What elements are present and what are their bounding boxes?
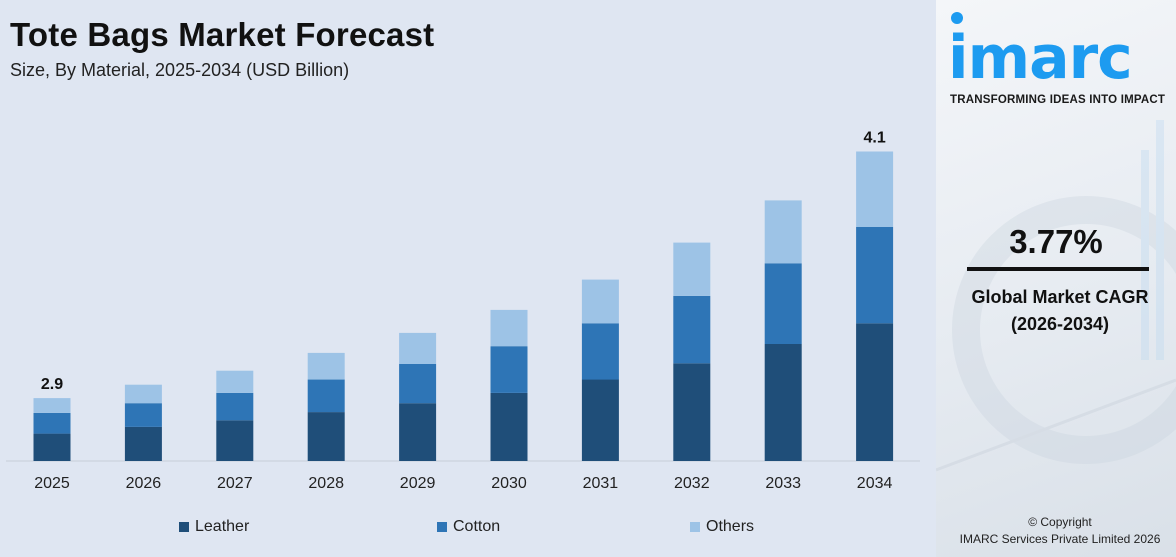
logo-wordmark: imarc: [948, 23, 1133, 93]
bar-segment-cotton-2026: [124, 403, 162, 427]
bar-segment-leather-2029: [399, 403, 437, 461]
legend-label-cotton: Cotton: [453, 518, 501, 535]
bar-segment-others-2027: [216, 370, 254, 393]
bar-segment-others-2032: [673, 242, 711, 296]
logo-dot-icon: [951, 12, 963, 24]
bar-chart: 2025 2.9 2026 2027 2028 2029 2030 2031 2032 2033 2…: [6, 130, 920, 492]
copyright-notice: © Copyright IMARC Services Private Limit…: [936, 514, 1176, 548]
bar-segment-leather-2030: [490, 392, 528, 461]
bar-segment-others-2030: [490, 309, 528, 347]
x-tick-label-2033: 2033: [765, 475, 801, 492]
bar-segment-cotton-2034: [856, 227, 894, 324]
side-panel: imarc TRANSFORMING IDEAS INTO IMPACT 3.7…: [936, 0, 1176, 557]
chart-panel: Tote Bags Market Forecast Size, By Mater…: [0, 0, 936, 557]
bar-segment-cotton-2028: [307, 379, 345, 413]
background-graphic: [936, 120, 1176, 472]
x-tick-label-2026: 2026: [126, 475, 162, 492]
cagr-value: 3.77%: [1009, 223, 1103, 260]
data-label-2034: 4.1: [863, 130, 885, 147]
legend-label-leather: Leather: [195, 518, 250, 535]
bar-segment-leather-2031: [581, 379, 619, 461]
x-tick-label-2025: 2025: [34, 475, 70, 492]
bar-segment-leather-2034: [856, 323, 894, 461]
copyright-line1: © Copyright: [1028, 515, 1092, 529]
chart-legend: Leather Cotton Others: [0, 518, 936, 540]
chart-subtitle: Size, By Material, 2025-2034 (USD Billio…: [10, 60, 350, 80]
legend-item-others: Others: [690, 518, 754, 536]
legend-swatch-cotton: [437, 522, 447, 532]
x-tick-label-2031: 2031: [583, 475, 619, 492]
bar-segment-leather-2026: [124, 426, 162, 461]
bar-segment-leather-2027: [216, 420, 254, 461]
bar-segment-others-2033: [764, 200, 802, 264]
data-label-2025: 2.9: [41, 376, 63, 393]
imarc-logo: imarc TRANSFORMING IDEAS INTO IMPACT: [948, 10, 1174, 110]
bar-segment-others-2026: [124, 384, 162, 404]
logo-tagline: TRANSFORMING IDEAS INTO IMPACT: [950, 94, 1166, 106]
bar-segment-cotton-2030: [490, 346, 528, 393]
bar-segment-cotton-2027: [216, 392, 254, 421]
x-tick-label-2027: 2027: [217, 475, 253, 492]
bar-segment-cotton-2025: [33, 412, 71, 434]
bar-segment-leather-2032: [673, 363, 711, 461]
legend-item-cotton: Cotton: [437, 518, 500, 536]
x-tick-label-2028: 2028: [308, 475, 344, 492]
legend-label-others: Others: [706, 518, 755, 535]
bar-segment-cotton-2029: [399, 364, 437, 404]
bar-segment-others-2025: [33, 398, 71, 413]
x-tick-label-2029: 2029: [400, 475, 436, 492]
bar-segment-others-2029: [399, 332, 437, 364]
legend-swatch-others: [690, 522, 700, 532]
chart-title: Tote Bags Market Forecast: [10, 16, 435, 53]
bar-segment-cotton-2033: [764, 263, 802, 344]
cagr-label-line1: Global Market CAGR: [971, 287, 1149, 307]
bar-segment-leather-2033: [764, 344, 802, 461]
cagr-divider: [967, 267, 1149, 271]
legend-swatch-leather: [179, 522, 189, 532]
bar-segment-cotton-2032: [673, 295, 711, 364]
bar-segment-leather-2028: [307, 412, 345, 461]
x-tick-label-2030: 2030: [491, 475, 527, 492]
bar-segment-cotton-2031: [581, 323, 619, 380]
bar-segment-others-2034: [856, 151, 894, 227]
x-tick-label-2034: 2034: [857, 475, 893, 492]
legend-item-leather: Leather: [179, 518, 249, 536]
cagr-label-line2: (2026-2034): [1010, 314, 1110, 334]
bar-segment-others-2031: [581, 279, 619, 324]
bar-segment-leather-2025: [33, 433, 71, 461]
copyright-line2: IMARC Services Private Limited 2026: [959, 532, 1161, 546]
x-tick-label-2032: 2032: [674, 475, 710, 492]
bar-segment-others-2028: [307, 352, 345, 380]
cagr-label: Global Market CAGR (2026-2034): [936, 284, 1176, 338]
